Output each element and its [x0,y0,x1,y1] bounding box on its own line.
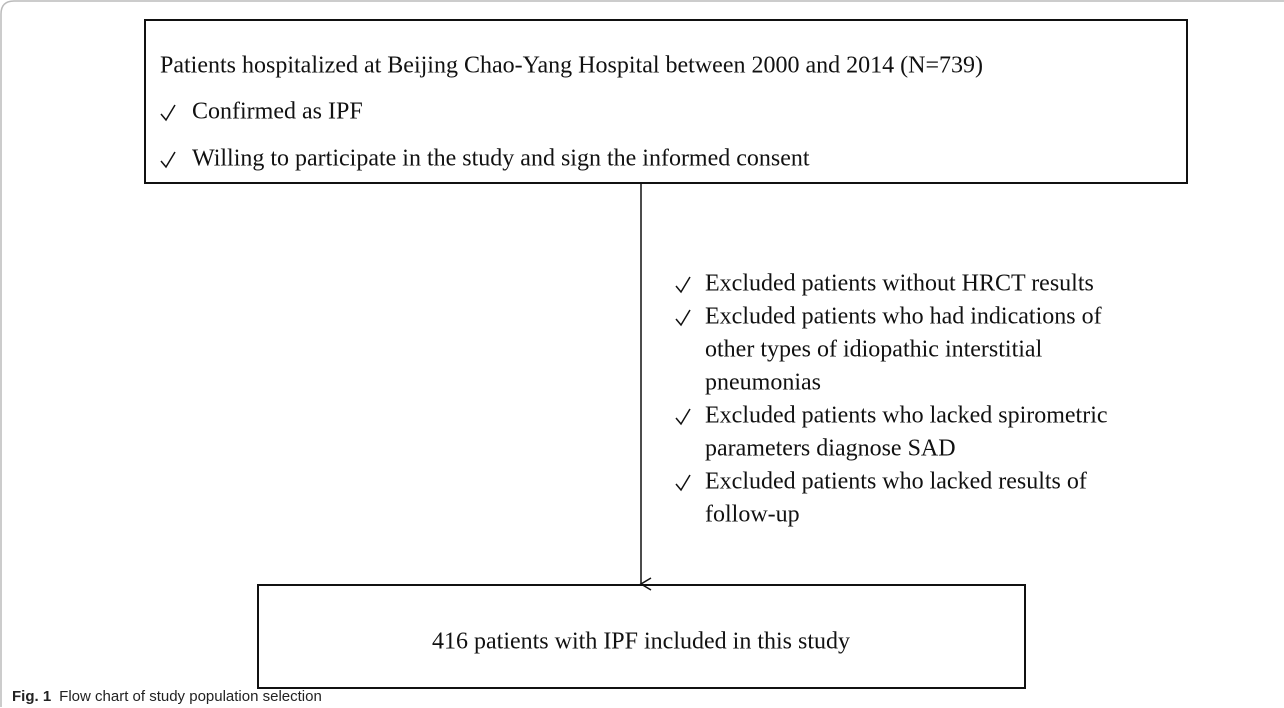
check-icon [160,104,176,122]
exclusion-line: Excluded patients who lacked results of [705,469,1087,495]
check-icon [675,309,691,327]
bottom-text: 416 patients with IPF included in this s… [432,629,850,655]
criterion: Confirmed as IPF [192,99,363,125]
criterion: Willing to participate in the study and … [192,146,810,172]
exclusion-line: other types of idiopathic interstitial [705,337,1043,363]
exclusion-line: pneumonias [705,370,821,396]
caption: Fig. 1 Flow chart of study population sel… [12,688,322,705]
caption-label: Fig. 1 [12,688,51,705]
check-icon [675,276,691,294]
caption-text: Flow chart of study population selection [59,688,322,705]
exclusion-line: Excluded patients without HRCT results [705,271,1094,297]
exclusion-line: parameters diagnose SAD [705,436,956,462]
check-icon [675,408,691,426]
check-icon [675,474,691,492]
exclusion-line: follow-up [705,502,800,528]
exclusion-line: Excluded patients who lacked spirometric [705,403,1108,429]
top-box [144,19,1188,184]
exclusion-line: Excluded patients who had indications of [705,304,1102,330]
check-icon [160,151,176,169]
bottom-box [257,584,1026,689]
top-title: Patients hospitalized at Beijing Chao-Ya… [160,53,983,79]
